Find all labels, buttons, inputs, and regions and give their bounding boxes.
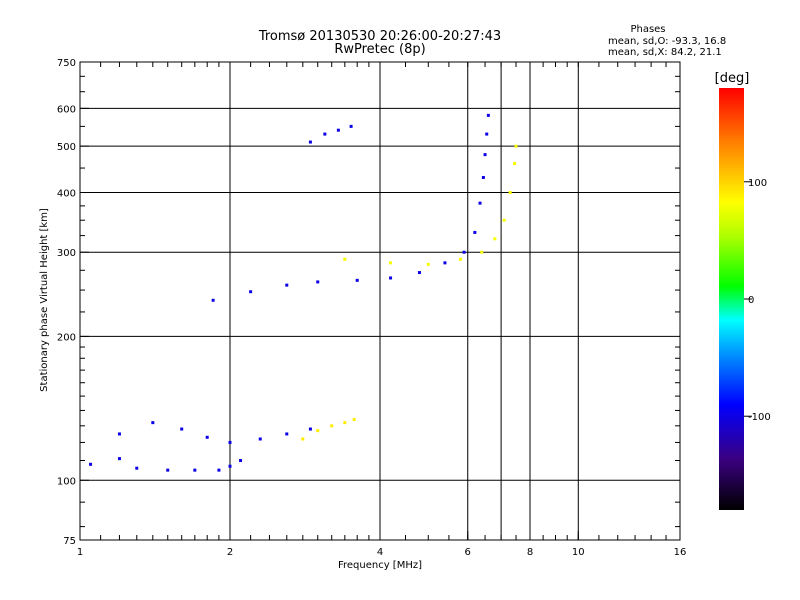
colorbar-ticks: -100 0 100 <box>744 178 771 423</box>
data-point <box>217 468 221 472</box>
data-point <box>508 190 512 194</box>
phases-x-line: mean, sd,X: 84.2, 21.1 <box>608 47 722 58</box>
colorbar <box>719 88 744 510</box>
data-point <box>228 464 232 468</box>
data-point <box>285 283 289 287</box>
data-point <box>117 457 121 461</box>
data-point <box>513 161 517 165</box>
x-tick-label: 16 <box>674 547 687 558</box>
y-axis-label: Stationary phase Virtual Height [km] <box>39 208 50 392</box>
data-point <box>349 124 353 128</box>
data-point <box>316 429 320 433</box>
data-point <box>316 280 320 284</box>
data-point <box>343 421 347 425</box>
y-tick-label: 300 <box>57 248 76 259</box>
data-point <box>330 424 334 428</box>
x-tick-label: 8 <box>527 547 533 558</box>
colorbar-tick-label: 100 <box>748 178 767 189</box>
chart-subtitle: RwPretec (8p) <box>334 42 425 57</box>
data-point <box>228 440 232 444</box>
data-point <box>352 418 356 422</box>
data-point <box>502 218 506 222</box>
y-tick-label: 500 <box>57 142 76 153</box>
y-tick-label: 400 <box>57 188 76 199</box>
data-point <box>389 276 393 280</box>
data-point <box>486 113 490 117</box>
data-point <box>389 261 393 265</box>
data-point <box>493 237 497 241</box>
data-point <box>462 250 466 254</box>
data-point <box>211 298 215 302</box>
data-point <box>478 201 482 205</box>
data-point <box>481 175 485 179</box>
data-point <box>301 437 305 441</box>
x-tick-label: 10 <box>572 547 585 558</box>
data-point <box>480 250 484 254</box>
data-point <box>426 262 430 266</box>
data-point <box>485 132 489 136</box>
phases-o-line: mean, sd,O: -93.3, 16.8 <box>608 36 726 47</box>
x-tick-label: 4 <box>377 547 383 558</box>
phases-title: Phases <box>630 24 665 35</box>
data-point <box>180 427 184 431</box>
data-point <box>258 437 262 441</box>
data-point <box>193 468 197 472</box>
y-tick-label: 100 <box>57 476 76 487</box>
plot-area: 1 2 4 6 8 10 16 75 100 200 300 400 500 600 750 <box>57 58 686 558</box>
data-point <box>151 421 155 425</box>
y-tick-label: 750 <box>57 58 76 69</box>
x-tick-label: 1 <box>77 547 83 558</box>
data-point <box>308 140 312 144</box>
data-point <box>285 432 289 436</box>
data-point <box>343 257 347 261</box>
data-point <box>336 128 340 132</box>
y-tick-label: 200 <box>57 332 76 343</box>
x-axis-label: Frequency [MHz] <box>338 560 422 571</box>
data-point <box>117 432 121 436</box>
data-point <box>135 466 139 470</box>
data-point <box>473 230 477 234</box>
data-point <box>239 458 243 462</box>
data-point <box>443 261 447 265</box>
data-point <box>514 144 518 148</box>
y-tick-label: 600 <box>57 104 76 115</box>
data-point <box>458 257 462 261</box>
data-point <box>417 271 421 275</box>
y-tick-label: 75 <box>63 536 76 547</box>
data-point <box>166 468 170 472</box>
chart-title: Tromsø 20130530 20:26:00-20:27:43 <box>258 29 501 44</box>
x-tick-label: 2 <box>227 547 233 558</box>
data-point <box>205 435 209 439</box>
data-point <box>308 427 312 431</box>
data-point <box>355 278 359 282</box>
data-point <box>323 132 327 136</box>
x-tick-label: 6 <box>465 547 471 558</box>
colorbar-tick-label: 0 <box>748 295 754 306</box>
colorbar-label: [deg] <box>715 71 750 86</box>
data-point <box>249 290 253 294</box>
data-point <box>483 153 487 157</box>
colorbar-tick-label: -100 <box>748 412 771 423</box>
data-point <box>89 462 93 466</box>
